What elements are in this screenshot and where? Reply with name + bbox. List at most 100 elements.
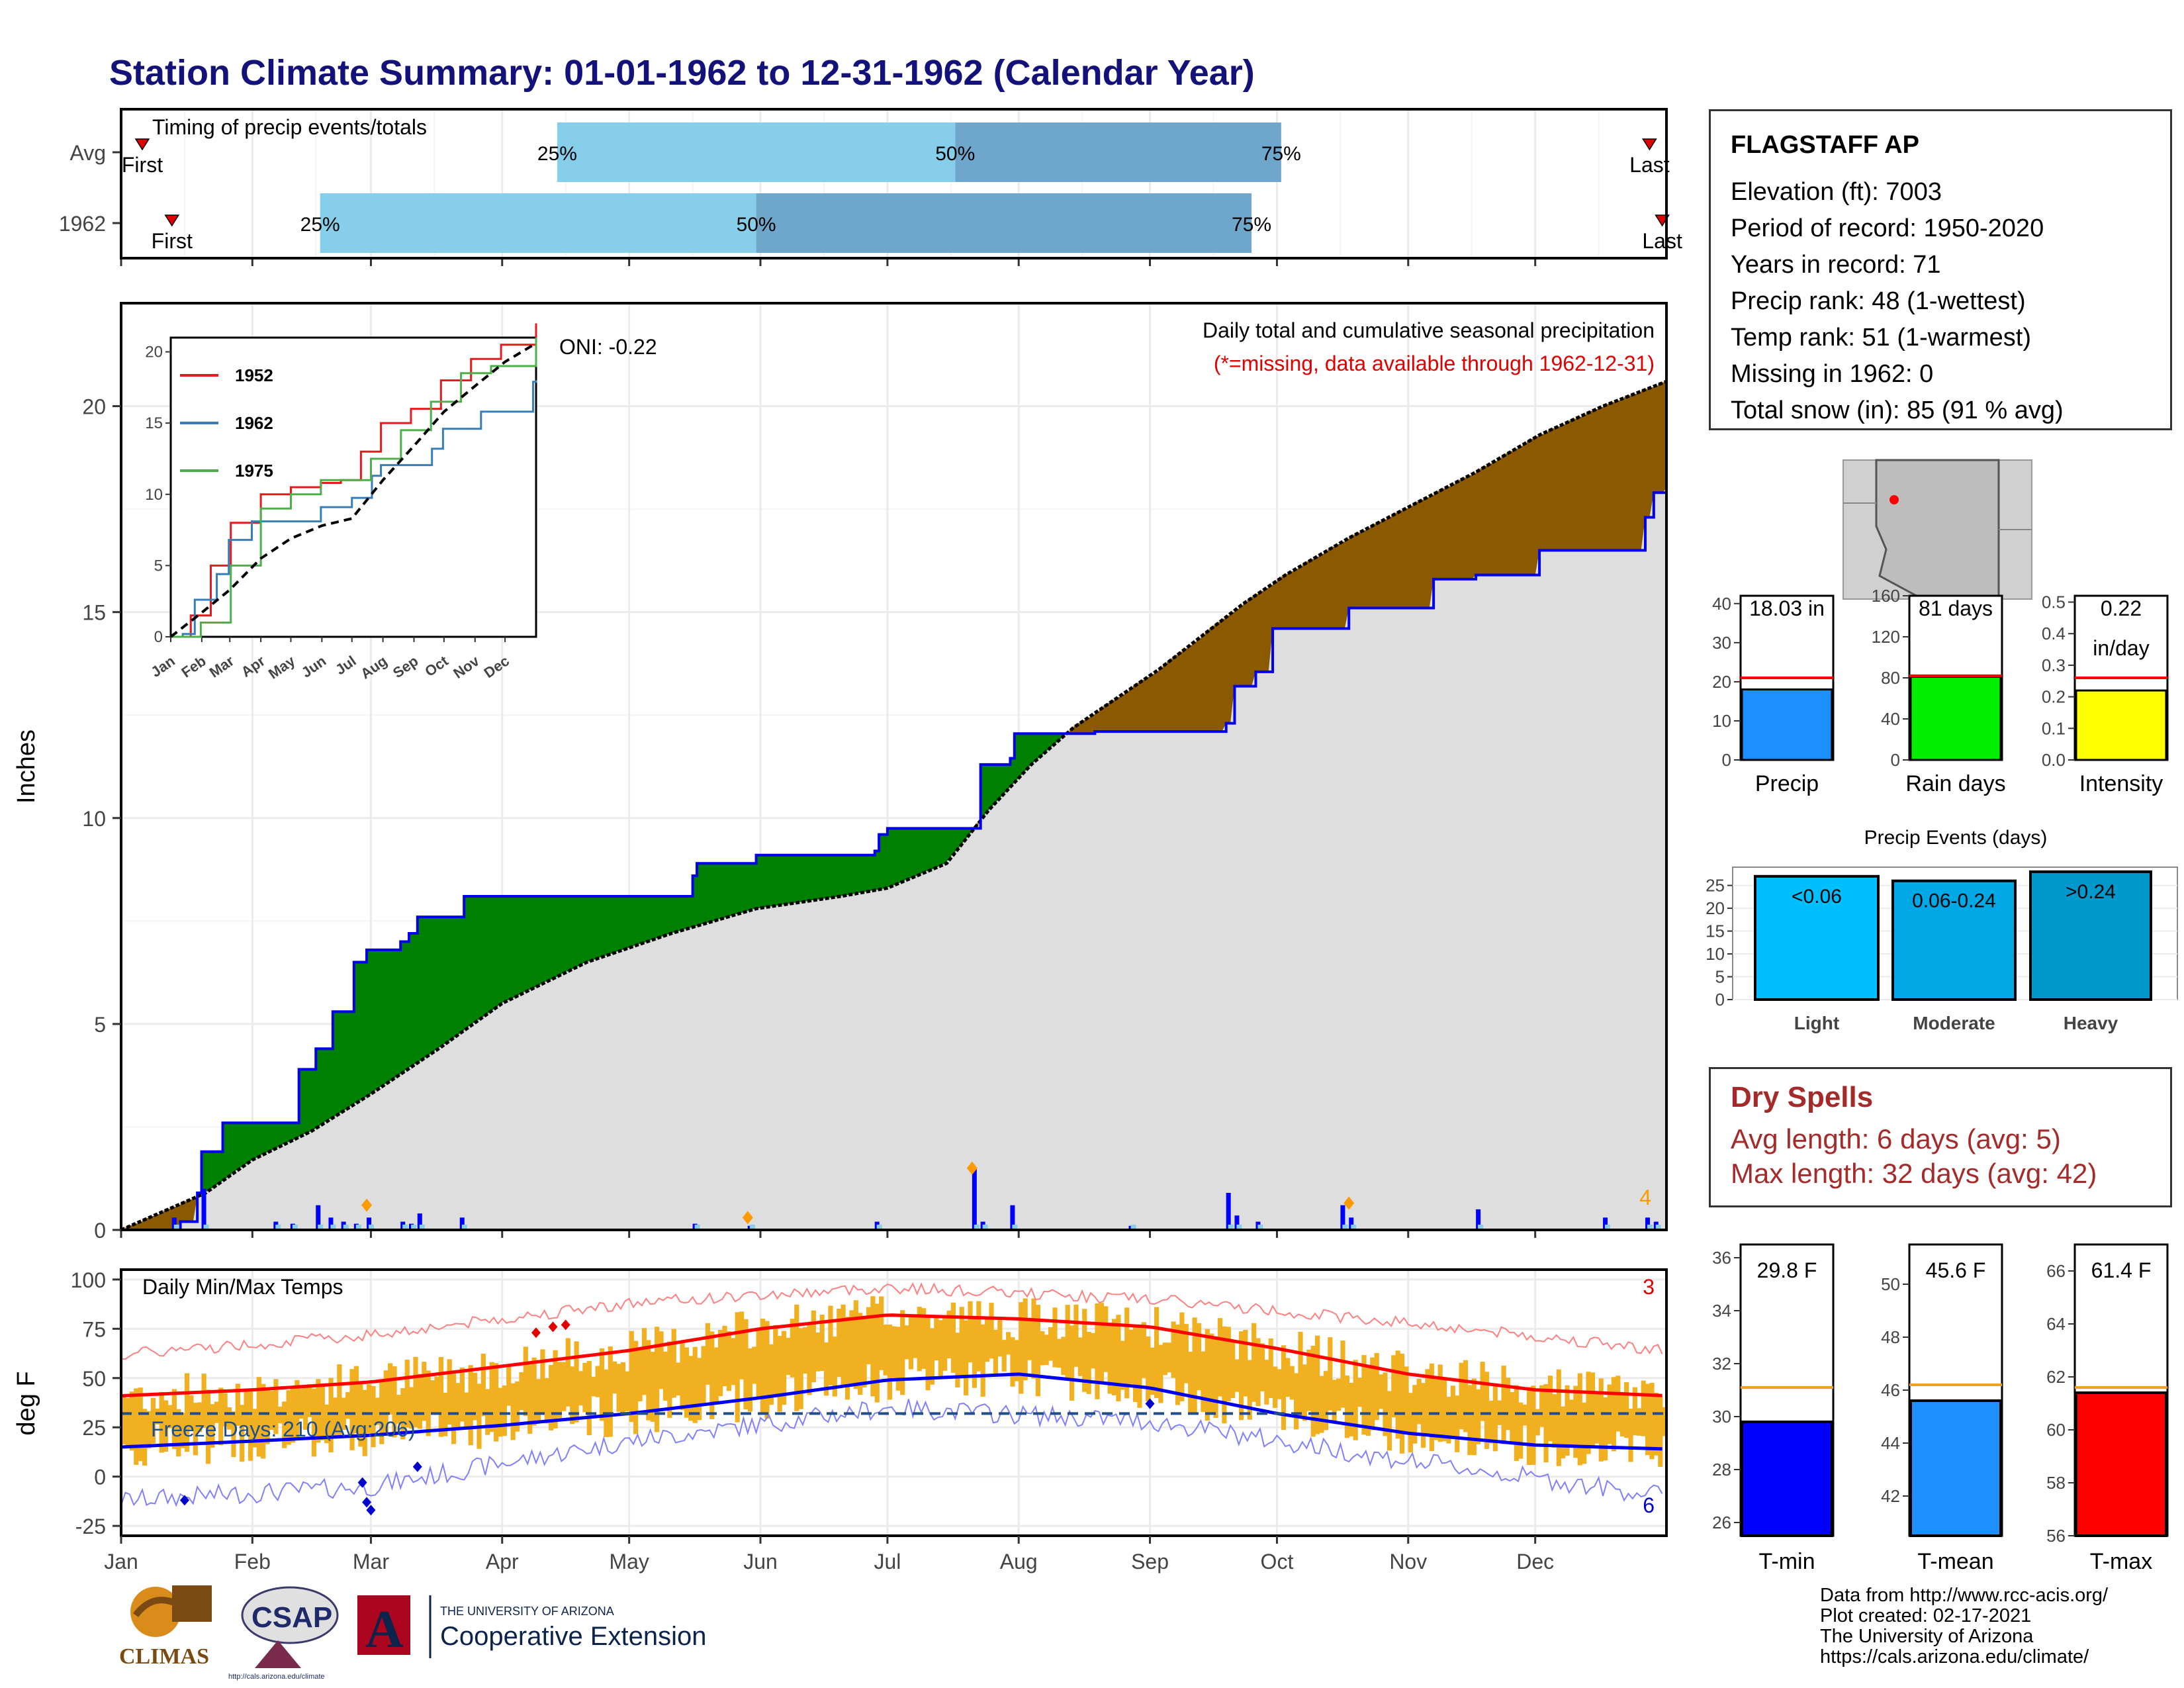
precip-anomaly-fill	[1146, 677, 1151, 732]
daily-temp-bar	[735, 1312, 740, 1423]
daily-temp-bar	[286, 1390, 291, 1445]
precip-anomaly-fill	[1230, 612, 1236, 724]
daily-temp-bar	[1556, 1369, 1561, 1466]
temp-bar-ytick-label: 62	[2046, 1367, 2066, 1387]
daily-temp-bar	[701, 1346, 706, 1405]
precip-anomaly-fill	[1497, 458, 1502, 575]
precip-anomaly-fill	[1471, 473, 1477, 579]
temp-ytick-label: 50	[82, 1367, 106, 1391]
precip-anomaly-fill	[1344, 539, 1349, 629]
precip-anomaly-fill	[1006, 764, 1011, 790]
daily-temp-bar	[993, 1329, 999, 1375]
precip-anomaly-fill	[1365, 528, 1371, 608]
timing-quartile-label: 75%	[1232, 214, 1271, 236]
precip-anomaly-fill	[934, 828, 939, 868]
daily-precip-light-bar	[876, 1225, 882, 1230]
daily-temp-bar	[1315, 1335, 1320, 1434]
daily-temp-bar	[332, 1397, 338, 1436]
temp-bar-name: T-max	[2090, 1549, 2152, 1574]
station-period: Period of record: 1950-2020	[1731, 214, 2044, 242]
precip-anomaly-fill	[938, 828, 943, 867]
daily-temp-bar	[1294, 1373, 1299, 1430]
precip-anomaly-fill	[921, 828, 927, 873]
daily-temp-bar	[472, 1372, 478, 1421]
temp-bar-value-label: 29.8 F	[1757, 1258, 1817, 1282]
precip-anomaly-fill	[950, 828, 956, 856]
daily-temp-bar	[1480, 1362, 1485, 1421]
daily-temp-bar	[523, 1346, 528, 1416]
timing-quartile-label: 25%	[537, 143, 577, 165]
precip-anomaly-fill	[464, 896, 469, 1029]
mini-bar-value	[1741, 688, 1833, 761]
precip-anomaly-fill	[790, 855, 795, 904]
precip-anomaly-fill	[1103, 706, 1109, 732]
daily-temp-bar	[1023, 1298, 1028, 1381]
daily-temp-bar	[493, 1363, 499, 1442]
precip-anomaly-fill	[1141, 680, 1146, 732]
precip-anomaly-fill	[396, 949, 401, 1076]
timing-quartile-label: 50%	[935, 143, 975, 165]
daily-temp-bar	[1463, 1360, 1469, 1432]
precip-anomaly-fill	[1455, 482, 1460, 579]
temp-bar-ytick-label: 46	[1881, 1380, 1900, 1400]
precip-anomaly-fill	[1357, 532, 1362, 608]
daily-temp-bar	[1061, 1336, 1066, 1376]
precip-anomaly-fill	[811, 855, 816, 901]
daily-precip-light-bar	[1655, 1225, 1661, 1230]
daily-temp-bar	[709, 1331, 715, 1419]
daily-temp-bar	[146, 1411, 152, 1448]
last-event-marker	[1642, 138, 1657, 151]
daily-temp-bar	[396, 1395, 402, 1424]
record-max-line	[120, 1282, 1663, 1360]
inset-series-line	[171, 338, 537, 638]
daily-temp-bar	[295, 1380, 300, 1439]
precip-anomaly-fill	[837, 855, 842, 897]
precip-anomaly-fill	[900, 828, 905, 882]
daily-temp-bar	[667, 1341, 672, 1418]
precip-anomaly-fill	[1099, 708, 1104, 732]
precip-anomaly-fill	[625, 896, 630, 949]
daily-temp-bar	[438, 1356, 443, 1437]
precip-anomaly-fill	[586, 896, 592, 962]
dry-spells-avg: Avg length: 6 days (avg: 5)	[1731, 1123, 2061, 1154]
daily-temp-bar	[1603, 1397, 1608, 1461]
daily-temp-bar	[349, 1369, 355, 1450]
daily-temp-bar	[1649, 1382, 1655, 1460]
daily-precip-light-bar	[1351, 1225, 1357, 1230]
daily-temp-bar	[1234, 1359, 1240, 1392]
daily-temp-bar	[1217, 1318, 1223, 1397]
precip-anomaly-fill	[1124, 691, 1130, 732]
freeze-days-label: Freeze Days: 210 (Avg:206)	[151, 1417, 416, 1441]
daily-temp-bar	[362, 1389, 367, 1456]
daily-precip-bar	[316, 1205, 321, 1230]
mini-bar-ytick-label: 0.3	[2042, 655, 2066, 675]
first-event-marker	[134, 138, 150, 151]
daily-temp-bar	[1255, 1338, 1261, 1407]
precip-anomaly-fill	[328, 1049, 334, 1119]
station-snow: Total snow (in): 85 (91 % avg)	[1731, 397, 2064, 424]
timing-panel: 25% 50% 75% First Last Avg 25% 50% 75% First Last 1…	[59, 108, 1682, 266]
precip-anomaly-fill	[578, 896, 583, 966]
record-low-marker	[366, 1505, 376, 1516]
precip-anomaly-fill	[849, 855, 854, 895]
station-elevation: Elevation (ft): 7003	[1731, 178, 1942, 206]
daily-precip-bar	[1226, 1193, 1231, 1230]
daily-temp-bar	[265, 1389, 270, 1444]
daily-temp-bar	[1073, 1304, 1079, 1367]
daily-temp-bar	[1243, 1329, 1248, 1397]
temp-bar-ytick-label: 50	[1881, 1274, 1900, 1294]
daily-precip-bar	[1340, 1205, 1345, 1230]
daily-temp-bar	[1069, 1325, 1075, 1401]
precip-anomaly-fill	[150, 1216, 156, 1230]
daily-temp-bar	[1230, 1342, 1236, 1399]
daily-temp-bar	[1077, 1337, 1083, 1376]
daily-temp-bar	[671, 1329, 676, 1398]
daily-temp-bar	[549, 1364, 554, 1430]
events-ytick-label: 5	[1715, 967, 1725, 987]
events-bar	[1754, 874, 1880, 1001]
events-ytick-label: 0	[1715, 990, 1725, 1009]
daily-temp-bar	[1040, 1331, 1045, 1366]
daily-temp-bar	[887, 1324, 893, 1400]
daily-temp-bar	[155, 1408, 160, 1425]
